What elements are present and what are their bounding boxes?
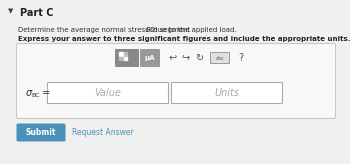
Text: μA: μA bbox=[145, 55, 155, 61]
Text: ?: ? bbox=[238, 53, 244, 63]
FancyBboxPatch shape bbox=[172, 82, 282, 103]
Text: due to the applied load.: due to the applied load. bbox=[151, 27, 237, 33]
Text: abc: abc bbox=[216, 55, 224, 61]
Text: BC: BC bbox=[146, 27, 155, 33]
Text: σ: σ bbox=[26, 88, 32, 98]
Text: Submit: Submit bbox=[26, 128, 56, 137]
Text: ↪: ↪ bbox=[181, 53, 189, 63]
Text: ↩: ↩ bbox=[169, 53, 177, 63]
FancyBboxPatch shape bbox=[210, 52, 230, 63]
Text: Express your answer to three significant figures and include the appropriate uni: Express your answer to three significant… bbox=[18, 36, 350, 42]
Text: Request Answer: Request Answer bbox=[72, 128, 134, 137]
Bar bbox=[124, 52, 127, 55]
Text: Units: Units bbox=[215, 88, 239, 98]
FancyBboxPatch shape bbox=[115, 49, 139, 67]
Text: BC: BC bbox=[32, 93, 40, 98]
FancyBboxPatch shape bbox=[140, 49, 160, 67]
Bar bbox=[119, 57, 122, 60]
Text: Value: Value bbox=[94, 88, 121, 98]
Text: =: = bbox=[39, 88, 50, 98]
Text: Determine the average normal stress in segment: Determine the average normal stress in s… bbox=[18, 27, 192, 33]
Bar bbox=[124, 57, 127, 60]
Text: ▼: ▼ bbox=[8, 8, 13, 14]
FancyBboxPatch shape bbox=[16, 123, 65, 142]
Text: Part C: Part C bbox=[20, 8, 54, 18]
Text: ↻: ↻ bbox=[195, 53, 203, 63]
Bar bbox=[119, 52, 122, 55]
FancyBboxPatch shape bbox=[48, 82, 168, 103]
FancyBboxPatch shape bbox=[16, 43, 336, 119]
